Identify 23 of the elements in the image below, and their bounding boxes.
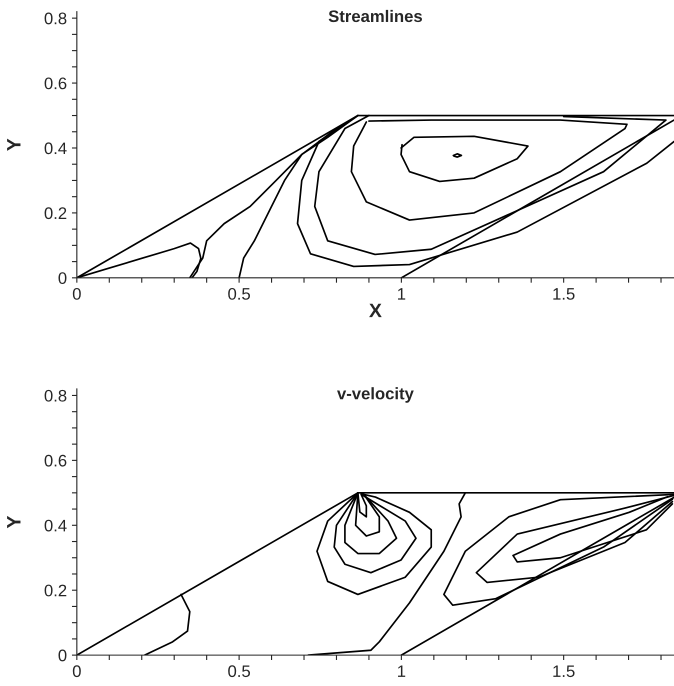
y-tick-label: 0: [58, 272, 66, 284]
y-axis-title: Y: [7, 516, 20, 528]
y-tick-label: 0.2: [44, 584, 66, 596]
chart-title: v-velocity: [337, 387, 414, 403]
x-tick-label: 0: [72, 665, 81, 678]
x-tick-label: 1.5: [553, 288, 575, 300]
x-tick-label: 0: [72, 288, 81, 300]
y-tick-label: 0.8: [44, 12, 66, 24]
y-tick-label: 0.4: [44, 142, 67, 154]
y-tick-label: 0.4: [44, 520, 67, 532]
y-tick-label: 0.6: [44, 454, 66, 467]
x-tick-label: 1: [398, 288, 406, 300]
y-tick-label: 0.6: [44, 77, 66, 90]
x-tick-label: 0.5: [228, 665, 250, 678]
x-tick-label: 1: [398, 665, 406, 677]
y-tick-label: 0.8: [44, 390, 66, 402]
y-tick-label: 0: [58, 650, 66, 662]
x-axis-title: X: [369, 304, 382, 318]
x-tick-label: 0.5: [228, 288, 250, 300]
x-tick-label: 1.5: [553, 665, 575, 678]
chart-title: Streamlines: [328, 10, 422, 22]
y-tick-label: 0.2: [44, 207, 66, 220]
y-axis-title: Y: [7, 138, 20, 151]
